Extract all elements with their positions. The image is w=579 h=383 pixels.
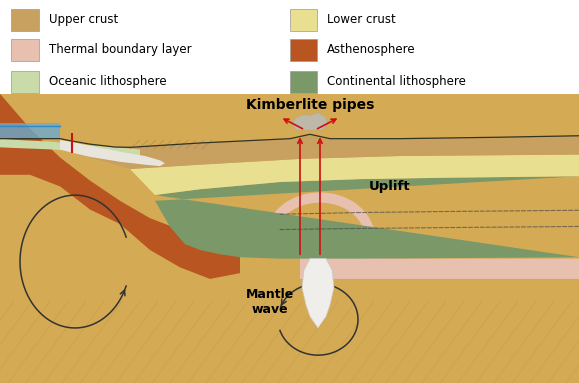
Polygon shape xyxy=(300,256,579,279)
Text: Uplift: Uplift xyxy=(369,180,411,193)
Polygon shape xyxy=(265,193,375,238)
Bar xyxy=(290,9,317,31)
Bar xyxy=(290,39,317,61)
Polygon shape xyxy=(60,140,165,166)
Text: Lower crust: Lower crust xyxy=(327,13,395,26)
Text: Kimberlite pipes: Kimberlite pipes xyxy=(246,98,374,112)
Polygon shape xyxy=(302,259,334,328)
Bar xyxy=(12,39,39,61)
Text: Mantle
wave: Mantle wave xyxy=(246,288,294,316)
Polygon shape xyxy=(155,176,579,259)
Polygon shape xyxy=(70,134,579,169)
Bar xyxy=(290,71,317,93)
Bar xyxy=(12,9,39,31)
Text: Thermal boundary layer: Thermal boundary layer xyxy=(49,43,192,56)
Text: Oceanic lithosphere: Oceanic lithosphere xyxy=(49,75,167,88)
Polygon shape xyxy=(0,94,240,383)
Text: Upper crust: Upper crust xyxy=(49,13,118,26)
Polygon shape xyxy=(0,139,140,156)
Polygon shape xyxy=(292,113,328,130)
Text: Asthenosphere: Asthenosphere xyxy=(327,43,416,56)
Bar xyxy=(12,71,39,93)
Polygon shape xyxy=(0,123,60,139)
Polygon shape xyxy=(130,155,579,195)
Text: Continental lithosphere: Continental lithosphere xyxy=(327,75,466,88)
